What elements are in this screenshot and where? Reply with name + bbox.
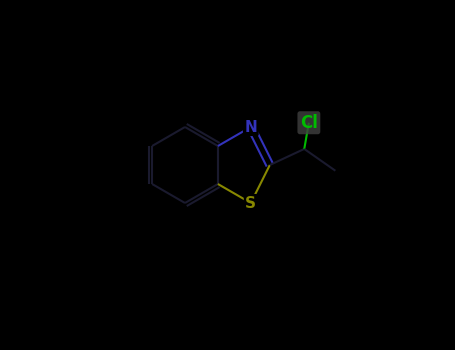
Text: Cl: Cl — [300, 114, 318, 132]
Text: S: S — [245, 196, 256, 210]
Text: N: N — [244, 119, 257, 134]
